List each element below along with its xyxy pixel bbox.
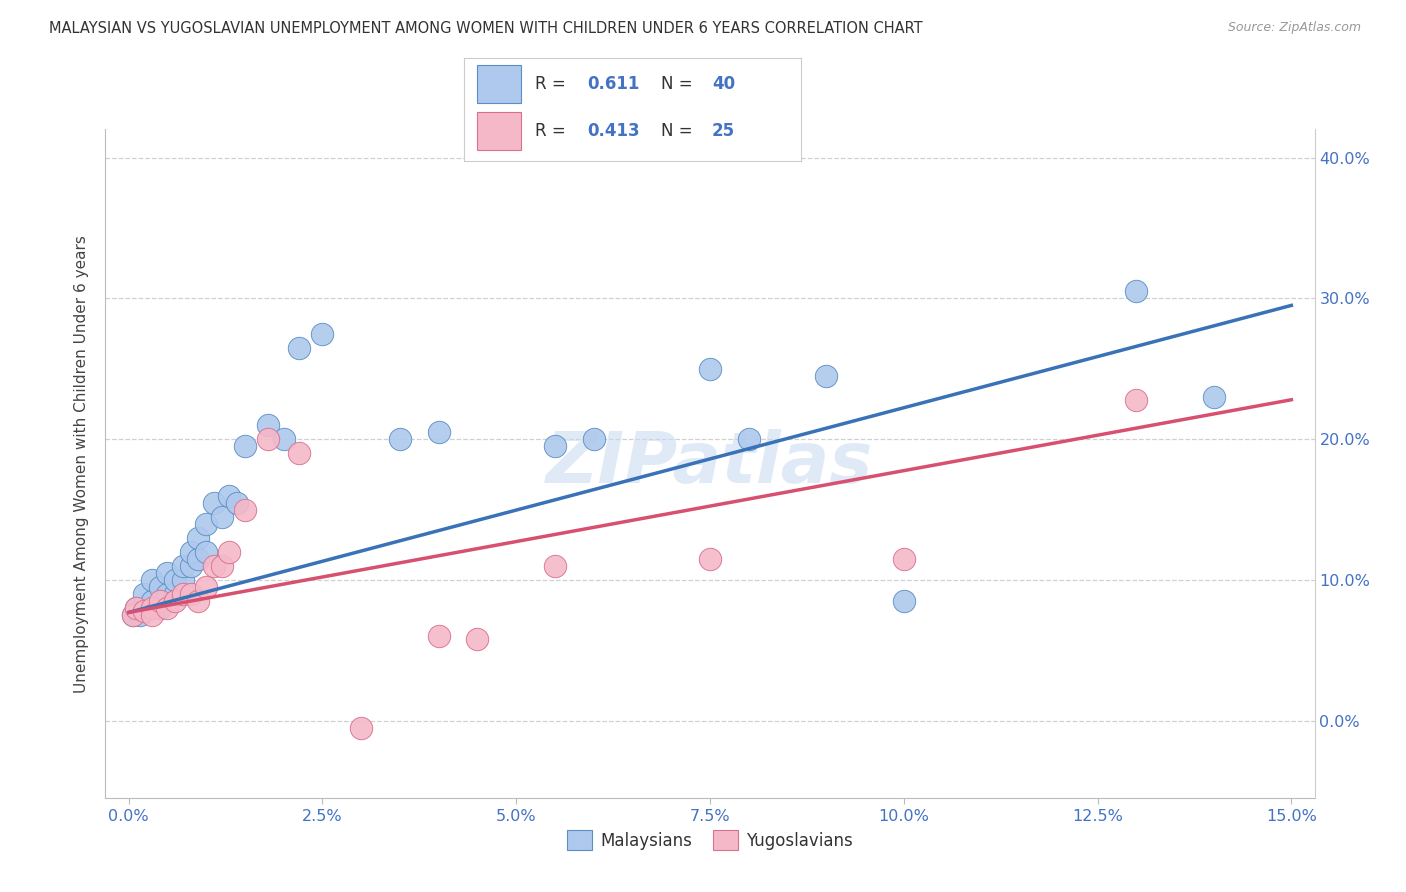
Point: [165, 594, 187, 608]
Point: [172, 587, 194, 601]
Point: [218, 545, 240, 559]
Point: [226, 495, 249, 509]
FancyBboxPatch shape: [478, 65, 522, 103]
Point: [211, 509, 233, 524]
Point: [1125, 285, 1147, 299]
Point: [427, 629, 450, 643]
Point: [156, 601, 179, 615]
Point: [172, 558, 194, 573]
Point: [350, 721, 373, 735]
Point: [211, 558, 233, 573]
Text: ZIPatlas: ZIPatlas: [547, 429, 873, 499]
Point: [187, 594, 209, 608]
Text: Source: ZipAtlas.com: Source: ZipAtlas.com: [1227, 21, 1361, 34]
Point: [1125, 392, 1147, 407]
Point: [288, 446, 311, 460]
Point: [125, 601, 148, 615]
Point: [544, 439, 567, 453]
Text: 0.611: 0.611: [588, 75, 640, 93]
Point: [156, 587, 179, 601]
Point: [156, 566, 179, 580]
Point: [233, 502, 256, 516]
Point: [125, 601, 148, 615]
Point: [257, 418, 280, 433]
Point: [893, 594, 915, 608]
Point: [165, 587, 187, 601]
Text: R =: R =: [534, 122, 571, 140]
Legend: Malaysians, Yugoslavians: Malaysians, Yugoslavians: [561, 823, 859, 857]
Text: 25: 25: [711, 122, 735, 140]
Point: [195, 516, 218, 531]
Point: [180, 545, 202, 559]
Point: [121, 608, 143, 623]
Text: 40: 40: [711, 75, 735, 93]
Point: [121, 608, 143, 623]
Point: [202, 495, 225, 509]
Text: MALAYSIAN VS YUGOSLAVIAN UNEMPLOYMENT AMONG WOMEN WITH CHILDREN UNDER 6 YEARS CO: MALAYSIAN VS YUGOSLAVIAN UNEMPLOYMENT AM…: [49, 21, 922, 36]
Point: [134, 601, 156, 615]
Point: [202, 558, 225, 573]
Point: [141, 608, 163, 623]
Point: [187, 552, 209, 566]
Point: [165, 573, 187, 587]
Point: [149, 594, 172, 608]
Point: [233, 439, 256, 453]
Point: [699, 361, 721, 376]
Point: [149, 580, 172, 594]
Point: [388, 432, 411, 446]
Point: [134, 604, 156, 618]
Point: [288, 341, 311, 355]
Point: [195, 580, 218, 594]
Point: [815, 368, 838, 383]
Point: [141, 601, 163, 615]
Point: [149, 601, 172, 615]
Text: N =: N =: [661, 75, 699, 93]
Point: [273, 432, 295, 446]
Y-axis label: Unemployment Among Women with Children Under 6 years: Unemployment Among Women with Children U…: [75, 235, 90, 693]
Point: [893, 552, 915, 566]
Point: [180, 587, 202, 601]
Point: [172, 573, 194, 587]
Text: N =: N =: [661, 122, 699, 140]
Point: [257, 432, 280, 446]
Point: [1202, 390, 1225, 404]
Point: [187, 531, 209, 545]
Point: [544, 558, 567, 573]
FancyBboxPatch shape: [478, 112, 522, 150]
Point: [180, 558, 202, 573]
Point: [141, 573, 163, 587]
Point: [129, 608, 152, 623]
Point: [738, 432, 761, 446]
Text: R =: R =: [534, 75, 571, 93]
Point: [699, 552, 721, 566]
Point: [311, 326, 333, 341]
Text: 0.413: 0.413: [588, 122, 640, 140]
Point: [467, 632, 489, 647]
Point: [141, 594, 163, 608]
Point: [427, 425, 450, 439]
Point: [195, 545, 218, 559]
Point: [218, 489, 240, 503]
Point: [134, 587, 156, 601]
Point: [582, 432, 605, 446]
